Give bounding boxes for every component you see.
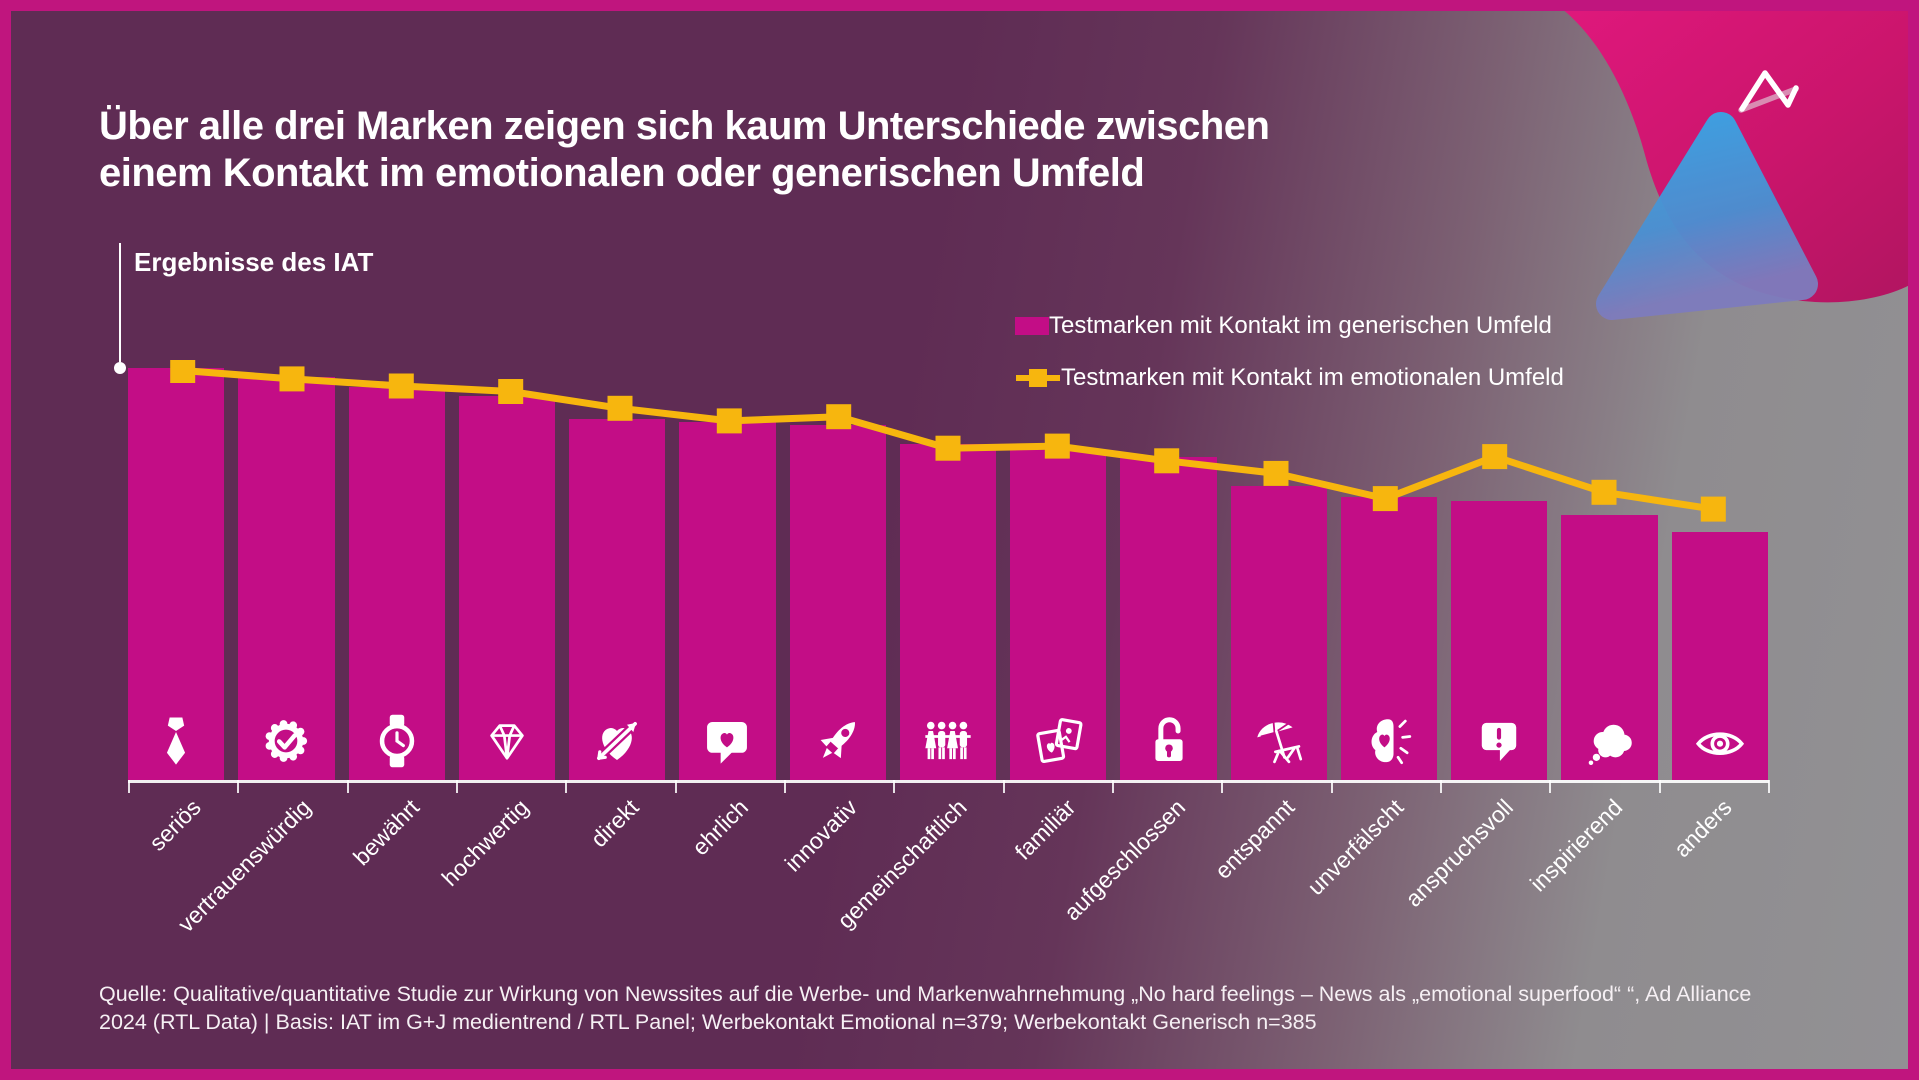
bar: [348, 387, 445, 780]
bar: [1451, 500, 1548, 780]
bar: [128, 368, 225, 780]
axis-tick: [1221, 780, 1224, 793]
axis-tick: [674, 780, 677, 793]
legend-item-generic: Testmarken mit Kontakt im generischen Um…: [1015, 311, 1564, 341]
people-icon: [925, 721, 971, 760]
bar: [569, 418, 666, 780]
eye-icon: [1695, 732, 1744, 756]
axis-tick: [1112, 780, 1114, 793]
tie-icon: [167, 717, 186, 765]
category-label: innovativ: [779, 794, 863, 877]
category-label: anspruchsvoll: [1400, 794, 1519, 912]
axis-baseline: [128, 780, 1769, 783]
bar: [1671, 532, 1768, 780]
bar: [1230, 486, 1327, 780]
diamond-icon: [490, 724, 524, 760]
rocket-icon: [820, 722, 855, 759]
bar: [789, 425, 886, 780]
thought-cloud-icon: [1588, 724, 1632, 766]
watch-icon: [379, 714, 414, 768]
legend-label: Testmarken mit Kontakt im generischen Um…: [1049, 312, 1552, 339]
axis-tick: [1330, 780, 1333, 793]
axis-tick: [1658, 780, 1661, 793]
source-line2: 2024 (RTL Data) | Basis: IAT im G+J medi…: [99, 1010, 1317, 1034]
bar: [1010, 450, 1107, 780]
axis-tick: [784, 780, 786, 793]
category-label: ehrlich: [686, 794, 753, 861]
category-label: hochwertig: [437, 794, 535, 892]
bar: [1120, 456, 1217, 780]
axis-tick: [128, 780, 130, 793]
blue-triangle: [1596, 112, 1818, 320]
bar: [1561, 515, 1658, 780]
page-title-line2: einem Kontakt im emotionalen oder generi…: [99, 151, 1145, 195]
bar: [899, 444, 997, 780]
bar: [238, 376, 335, 780]
heading-rule: [119, 243, 121, 362]
bar: [679, 421, 776, 780]
ad-alliance-logo: [1738, 70, 1799, 113]
brain-heart-icon: [1371, 719, 1412, 765]
axis-tick: [456, 780, 458, 793]
axis-tick: [893, 780, 896, 793]
chart-heading: Ergebnisse des IAT: [134, 247, 374, 277]
category-label: entspannt: [1209, 794, 1300, 884]
source-line1: Quelle: Qualitative/quantitative Studie …: [99, 982, 1752, 1006]
seal-check-icon: [266, 720, 308, 762]
axis-tick: [1768, 780, 1770, 793]
bar: [1340, 496, 1438, 780]
category-label: seriös: [144, 794, 207, 856]
bar-chart: [128, 360, 1768, 780]
heading-dot: [114, 362, 126, 374]
category-label: familiär: [1009, 794, 1081, 865]
bar: [458, 395, 556, 780]
category-label: bewährt: [348, 794, 425, 871]
speech-exclamation-icon: [1482, 722, 1517, 761]
axis-tick: [237, 780, 240, 793]
axis-tick: [346, 780, 349, 793]
photos-icon: [1036, 718, 1083, 764]
category-label: inspirierend: [1524, 794, 1628, 897]
open-lock-icon: [1154, 717, 1183, 761]
speech-heart-icon: [707, 721, 748, 764]
axis-tick: [1002, 780, 1005, 793]
axis-tick: [1440, 780, 1442, 793]
corner-decoration: [1564, 11, 1908, 320]
page-title: Über alle drei Marken zeigen sich kaum U…: [99, 103, 1270, 197]
category-label: unverfälscht: [1302, 794, 1409, 901]
category-label: direkt: [585, 794, 644, 853]
source-note: Quelle: Qualitative/quantitative Studie …: [99, 980, 1751, 1036]
beach-icon: [1257, 721, 1302, 764]
axis-tick: [1549, 780, 1552, 793]
bar-swatch-icon: [1015, 317, 1049, 335]
heart-arrow-icon: [596, 720, 639, 762]
axis-tick: [565, 780, 568, 793]
page-title-line1: Über alle drei Marken zeigen sich kaum U…: [99, 104, 1270, 148]
category-label: anders: [1668, 794, 1737, 863]
